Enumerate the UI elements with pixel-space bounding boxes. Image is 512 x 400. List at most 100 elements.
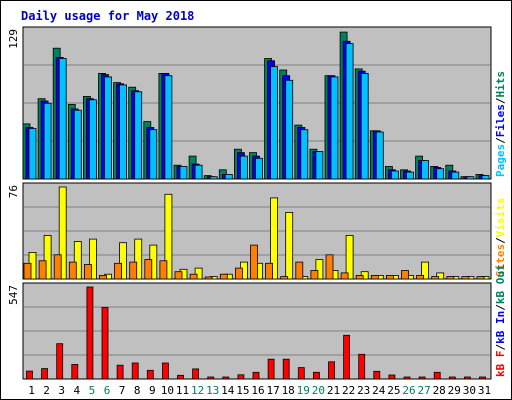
day-label-15: 15 [236, 384, 249, 397]
bar-visits-day-22 [345, 234, 354, 280]
day-label-17: 17 [266, 384, 279, 397]
bar-sites-day-14 [219, 273, 228, 280]
bar-sites-day-3 [53, 254, 62, 280]
bar-kb-f-day-19 [297, 367, 305, 380]
bar-pages-day-2 [43, 102, 52, 180]
day-label-14: 14 [221, 384, 235, 397]
bar-sites-day-29 [446, 276, 455, 280]
day-label-22: 22 [342, 384, 355, 397]
legend-entry-bottom: / [494, 304, 507, 311]
bar-pages-day-12 [194, 164, 203, 180]
bar-pages-day-23 [360, 73, 369, 180]
bar-pages-day-29 [451, 171, 460, 180]
day-label-18: 18 [282, 384, 295, 397]
day-label-29: 29 [448, 384, 461, 397]
bar-kb-f-day-23 [358, 353, 366, 380]
legend-entry-top: Files [494, 104, 507, 137]
bar-visits-day-2 [43, 234, 52, 280]
legend-entry-bottom: kB F [494, 351, 507, 378]
bar-sites-day-30 [461, 276, 470, 280]
bar-sites-day-22 [340, 272, 349, 280]
bar-kb-f-day-25 [388, 374, 396, 380]
bar-pages-day-4 [73, 109, 82, 180]
day-label-20: 20 [312, 384, 325, 397]
bar-sites-day-12 [189, 273, 198, 280]
bar-pages-day-10 [164, 75, 173, 180]
bar-sites-day-15 [234, 267, 243, 280]
max-label-top: 129 [7, 29, 20, 49]
bar-sites-day-18 [280, 276, 289, 280]
bar-visits-day-18 [285, 211, 294, 280]
bar-pages-day-28 [436, 168, 445, 180]
bar-pages-day-5 [89, 99, 97, 180]
bar-sites-day-5 [84, 264, 92, 280]
bar-kb-f-day-8 [131, 362, 139, 380]
bar-sites-day-11 [174, 271, 183, 280]
bar-kb-f-day-1 [26, 370, 33, 380]
day-label-6: 6 [104, 384, 111, 397]
bar-kb-f-day-27 [418, 376, 426, 380]
day-label-9: 9 [149, 384, 156, 397]
bar-kb-f-day-28 [433, 371, 441, 380]
bar-sites-day-26 [401, 270, 409, 280]
day-label-7: 7 [119, 384, 126, 397]
bar-pages-day-20 [315, 151, 324, 180]
day-label-21: 21 [327, 384, 340, 397]
bar-pages-day-26 [406, 171, 414, 180]
bar-kb-f-day-2 [41, 368, 48, 380]
bar-sites-day-21 [325, 254, 334, 280]
legend-entry-bottom: / [494, 344, 507, 351]
bar-sites-day-25 [385, 274, 394, 280]
bar-sites-day-8 [129, 261, 138, 280]
day-label-30: 30 [463, 384, 476, 397]
bar-pages-day-14 [224, 173, 233, 180]
bar-kb-f-day-11 [177, 374, 184, 380]
bar-sites-day-31 [476, 276, 485, 280]
bar-kb-f-day-5 [86, 286, 94, 380]
chart-title: Daily usage for May 2018 [21, 9, 194, 23]
day-label-10: 10 [161, 384, 174, 397]
day-label-26: 26 [402, 384, 415, 397]
bar-kb-f-day-31 [479, 376, 486, 380]
bar-sites-day-17 [265, 262, 274, 280]
legend-entry-middle: Sites [494, 244, 507, 277]
day-label-28: 28 [433, 384, 446, 397]
bar-visits-day-4 [73, 241, 82, 280]
day-label-23: 23 [357, 384, 370, 397]
bar-pages-day-17 [270, 66, 279, 180]
bar-visits-day-5 [89, 238, 97, 280]
day-label-31: 31 [478, 384, 491, 397]
legend-entry-top: Pages [494, 144, 507, 177]
bar-visits-day-27 [421, 261, 430, 280]
bar-sites-day-6 [99, 274, 107, 280]
legend-top: Pages/Files/Hits [494, 71, 507, 177]
bar-pages-day-9 [149, 129, 158, 180]
bar-kb-f-day-4 [71, 363, 79, 380]
day-label-19: 19 [297, 384, 310, 397]
bar-sites-day-23 [355, 274, 364, 280]
bar-sites-day-2 [38, 260, 47, 280]
bar-visits-day-20 [315, 259, 324, 280]
day-label-5: 5 [89, 384, 96, 397]
bar-pages-day-27 [421, 160, 430, 180]
bar-visits-day-12 [194, 267, 203, 280]
bar-sites-day-20 [310, 270, 319, 280]
bar-pages-day-19 [300, 129, 309, 180]
day-label-8: 8 [134, 384, 141, 397]
day-label-16: 16 [251, 384, 264, 397]
bar-pages-day-25 [390, 170, 399, 180]
bar-pages-day-7 [119, 84, 127, 180]
bar-sites-day-28 [431, 276, 440, 280]
legend-entry-top: / [494, 97, 507, 104]
bar-kb-f-day-21 [328, 361, 335, 380]
day-label-25: 25 [387, 384, 400, 397]
bar-sites-day-9 [144, 259, 153, 280]
legend-entry-middle: Visits [494, 198, 507, 238]
bar-sites-day-13 [204, 276, 213, 280]
legend-entry-top: / [494, 137, 507, 144]
bar-kb-f-day-15 [237, 374, 245, 380]
max-label-middle: 76 [7, 185, 20, 198]
day-label-27: 27 [417, 384, 430, 397]
bar-pages-day-24 [375, 131, 384, 180]
